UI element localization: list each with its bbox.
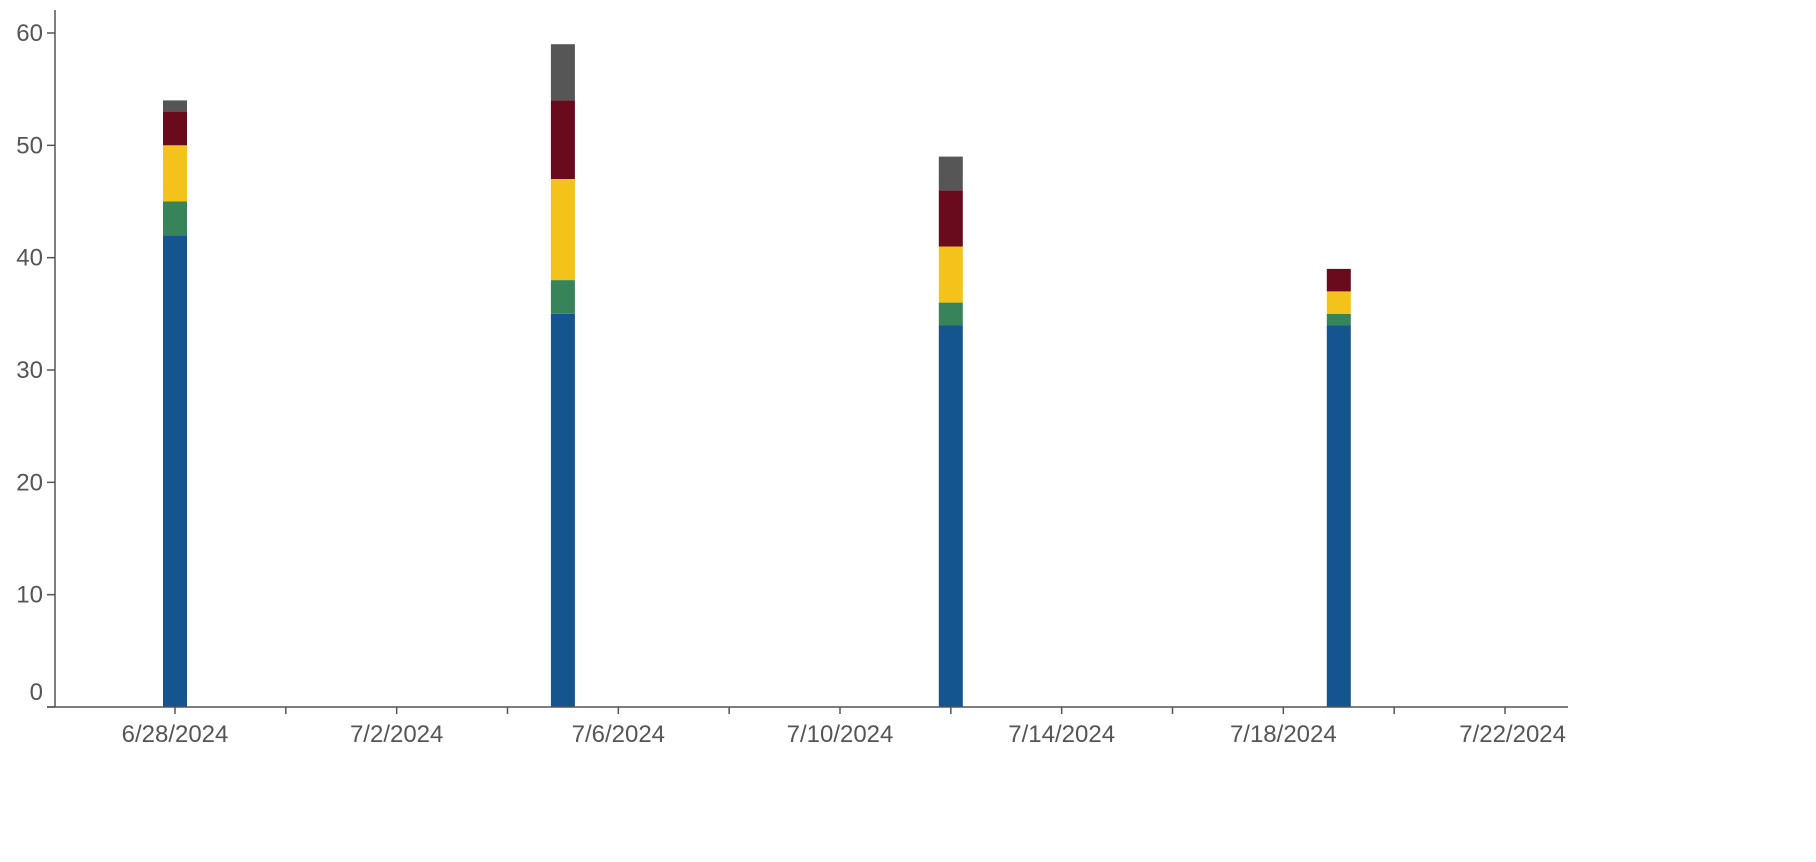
bar-segment (163, 111, 187, 146)
bar-segment (938, 302, 963, 326)
y-tick-label: 20 (16, 469, 43, 496)
bar-segment (550, 313, 575, 707)
bar-segment (550, 44, 575, 101)
bar-segment (938, 246, 963, 303)
bar-segment (163, 235, 187, 707)
bar-segment (163, 100, 187, 112)
y-tick-label: 50 (16, 132, 43, 159)
bar-segment (1326, 313, 1351, 325)
bar-segment (163, 145, 187, 202)
bar-segment (550, 280, 575, 314)
bar-segment (938, 325, 963, 707)
bar-segment (1326, 268, 1351, 292)
y-tick-label: 60 (16, 20, 43, 47)
bar-segment (1326, 291, 1351, 314)
y-tick-label: 10 (16, 582, 43, 609)
chart-container: 0 10 20 30 40 50 60 6/28/2024 7/2/2024 7/6/2024 7… (16, 10, 1568, 748)
bar-segment (550, 100, 575, 179)
bar-segment (163, 201, 187, 236)
x-tick-label: 7/22/2024 (1459, 721, 1566, 748)
x-tick-label: 7/2/2024 (350, 721, 443, 748)
y-tick-label: 30 (16, 357, 43, 384)
x-tick-label: 7/14/2024 (1008, 721, 1115, 748)
y-tick-label: 0 (30, 679, 43, 706)
x-tick-label: 7/18/2024 (1230, 721, 1337, 748)
x-tick-label: 7/10/2024 (787, 721, 894, 748)
bar-segment (550, 179, 575, 281)
y-tick-label: 40 (16, 245, 43, 272)
bars-group (163, 44, 1351, 707)
stacked-bar-chart: 0 10 20 30 40 50 60 6/28/2024 7/2/2024 7/6/2024 7… (16, 10, 1568, 748)
bar-segment (938, 190, 963, 247)
x-axis: 6/28/2024 7/2/2024 7/6/2024 7/10/2024 7/14/2… (47, 706, 1568, 748)
y-axis: 0 10 20 30 40 50 60 (16, 10, 56, 708)
bar-segment (938, 156, 963, 191)
x-tick-label: 6/28/2024 (122, 721, 229, 748)
bar-segment (1326, 325, 1351, 707)
x-tick-label: 7/6/2024 (572, 721, 665, 748)
